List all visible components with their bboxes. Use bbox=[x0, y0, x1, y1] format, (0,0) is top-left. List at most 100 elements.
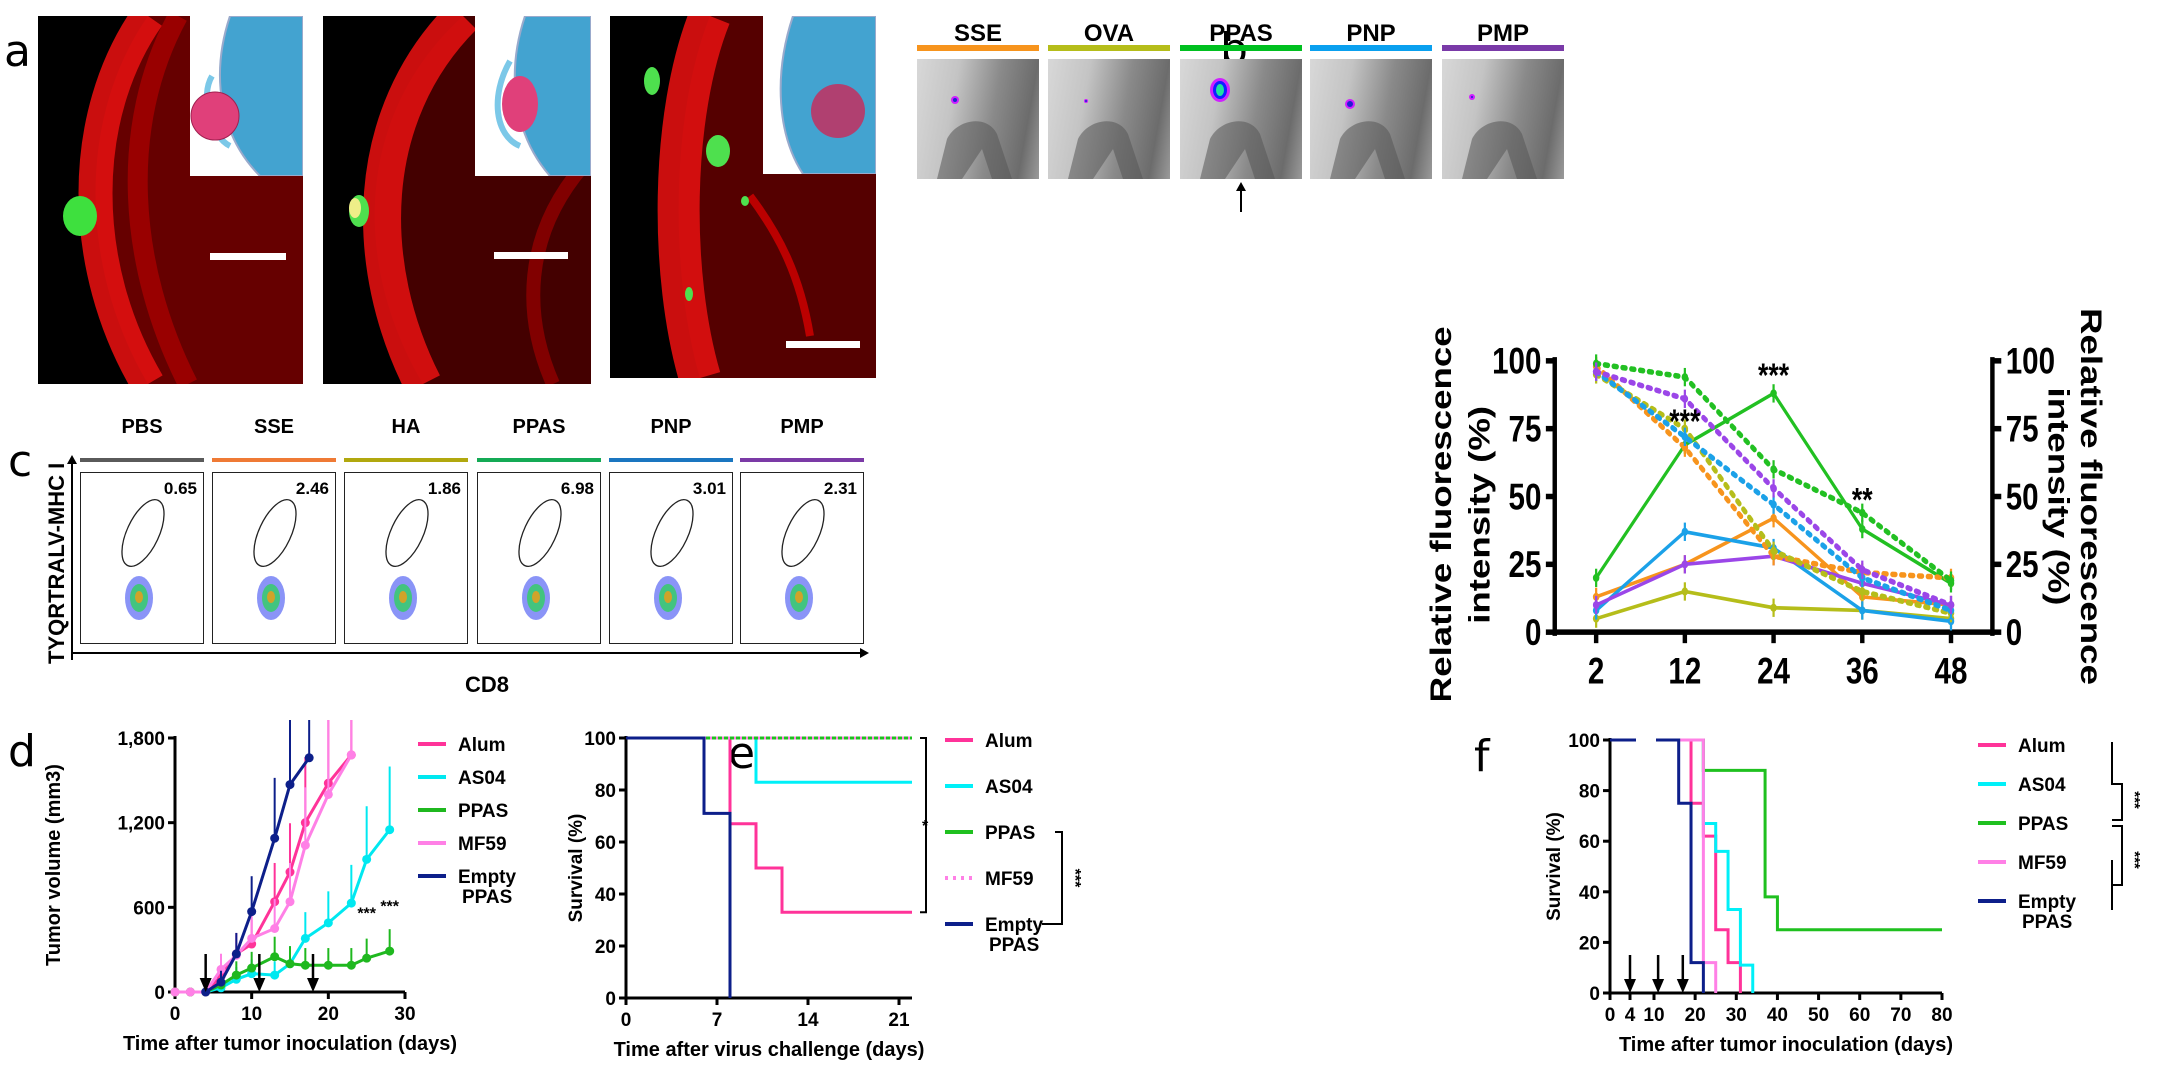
e-x-tick-label: 14 bbox=[797, 1010, 819, 1031]
panel-label-d: d bbox=[8, 726, 36, 777]
xray-bone bbox=[1068, 121, 1143, 179]
c-gate-percentage: 6.98 bbox=[560, 479, 594, 498]
c-scatter bbox=[253, 499, 297, 620]
b-xray-image bbox=[1310, 59, 1432, 179]
c-group-title-pbs: PBS bbox=[121, 416, 163, 438]
chart-e: 0 20 40 60 80 100 0 7 14 21 Survival (%) Time after… bbox=[566, 729, 1083, 1061]
f-x-tick-label: 40 bbox=[1767, 1005, 1788, 1026]
c-x-axis-label: CD8 bbox=[465, 672, 510, 697]
d-data-point bbox=[304, 753, 314, 763]
c-gate-ellipse bbox=[121, 499, 165, 567]
chart-b: 00252550507575100100212243648Time (h)Rel… bbox=[1425, 308, 2106, 700]
f-x-axis-label: Time after tumor inoculation (days) bbox=[1619, 1034, 1953, 1056]
xray-bone bbox=[1462, 121, 1537, 179]
d-x-tick-label: 10 bbox=[241, 1004, 262, 1025]
c-x-axis-arrow bbox=[860, 648, 869, 658]
d-legend-label: Alum bbox=[458, 735, 506, 756]
e-x-tick-label: 7 bbox=[712, 1010, 723, 1031]
b-data-point bbox=[1947, 601, 1955, 610]
e-survival-curve bbox=[626, 736, 732, 998]
b-significance-mark: ** bbox=[1852, 483, 1873, 519]
c-gate-ellipse bbox=[253, 499, 297, 567]
b-data-point bbox=[1859, 508, 1866, 517]
d-data-point bbox=[362, 953, 372, 963]
f-x-tick-label: 30 bbox=[1726, 1005, 1747, 1026]
e-x-tick-label: 21 bbox=[888, 1010, 910, 1031]
d-data-point bbox=[270, 970, 280, 980]
f-legend-label: Alum bbox=[2018, 736, 2066, 757]
b-data-point bbox=[1859, 587, 1866, 596]
d-data-point bbox=[346, 750, 356, 760]
b-x-tick-label: 48 bbox=[1935, 652, 1968, 693]
e-x-tick-label: 0 bbox=[621, 1010, 632, 1031]
e-y-axis-label: Survival (%) bbox=[566, 814, 587, 923]
fluorescence-spot-core bbox=[1216, 84, 1224, 96]
f-y-tick-label: 0 bbox=[1589, 984, 1600, 1005]
c-gate-ellipse bbox=[385, 499, 429, 567]
e-survival-curve bbox=[626, 736, 912, 914]
e-y-tick-label: 100 bbox=[584, 729, 616, 750]
d-y-tick-label: 1,800 bbox=[117, 729, 165, 750]
b-significance-mark: *** bbox=[1758, 358, 1789, 394]
f-significance-1: *** bbox=[2126, 791, 2143, 809]
f-arrow-head bbox=[1676, 979, 1689, 993]
e-legend-label: PPAS bbox=[989, 935, 1039, 956]
d-legend-label: MF59 bbox=[458, 834, 507, 855]
d-data-point bbox=[362, 854, 372, 864]
d-data-point bbox=[346, 898, 356, 908]
d-data-point bbox=[170, 987, 180, 997]
b-y-tick-label-left: 75 bbox=[1509, 410, 1542, 451]
chart-d: 0 600 1,200 1,800 0 10 20 30 Tumor volume (mm3) T… bbox=[43, 720, 517, 1055]
b-xray-image bbox=[917, 59, 1039, 179]
panel-label-a: a bbox=[4, 26, 31, 77]
b-arrow-head bbox=[1236, 182, 1246, 191]
b-y-axis-label-1: Relative fluorescence bbox=[1425, 326, 1458, 700]
c-group-color-bar bbox=[477, 458, 601, 462]
b-x-tick-label: 24 bbox=[1757, 652, 1790, 693]
b-data-point bbox=[1859, 606, 1866, 615]
b-y-tick-label-left: 50 bbox=[1509, 477, 1542, 518]
b-group-color-bar bbox=[1310, 45, 1432, 51]
xray-leg-shape bbox=[1462, 94, 1537, 179]
xray-bone bbox=[1200, 121, 1275, 179]
b-xray-image bbox=[1180, 59, 1302, 179]
d-data-point bbox=[300, 840, 310, 850]
d-arrow-head bbox=[307, 978, 319, 992]
d-legend-label: PPAS bbox=[462, 887, 512, 908]
b-x-tick-label: 12 bbox=[1668, 652, 1701, 693]
fluorescence-spot-core bbox=[1347, 101, 1353, 107]
d-data-point bbox=[300, 933, 310, 943]
b-data-point bbox=[1681, 443, 1689, 452]
f-y-axis-label: Survival (%) bbox=[1544, 812, 1565, 921]
d-data-point bbox=[216, 964, 226, 974]
d-arrow-head bbox=[253, 978, 266, 992]
e-legend-label: AS04 bbox=[985, 777, 1033, 798]
e-significance-1: * bbox=[922, 818, 929, 835]
e-bracket-2 bbox=[1042, 831, 1063, 925]
c-group-title-pnp: PNP bbox=[650, 416, 692, 438]
e-x-axis-label: Time after virus challenge (days) bbox=[614, 1039, 925, 1061]
d-data-point bbox=[346, 960, 356, 970]
c-group-color-bar bbox=[80, 458, 204, 462]
f-legend-label: Empty bbox=[2018, 892, 2077, 913]
b-group-title-ppas: PPAS bbox=[1209, 20, 1273, 47]
fluorescence-spot-core bbox=[1085, 100, 1087, 102]
b-data-point bbox=[1770, 389, 1777, 398]
d-legend-label: PPAS bbox=[458, 801, 508, 822]
b-data-point bbox=[1592, 601, 1600, 610]
b-y-axis-label-2: intensity (%) bbox=[1464, 406, 1497, 624]
d-data-point bbox=[285, 897, 295, 907]
d-y-axis-label: Tumor volume (mm3) bbox=[43, 764, 65, 966]
d-data-point bbox=[216, 977, 226, 987]
c-population-core bbox=[135, 591, 143, 603]
b-data-point bbox=[1770, 546, 1777, 555]
d-x-tick-label: 30 bbox=[394, 1004, 415, 1025]
f-survival-curve bbox=[1610, 738, 1755, 993]
fluorescence-spot-core bbox=[953, 98, 957, 102]
d-data-point bbox=[323, 960, 333, 970]
c-flow-plot: 2.46 bbox=[212, 472, 336, 644]
d-x-axis-label: Time after tumor inoculation (days) bbox=[123, 1033, 457, 1055]
d-y-tick-label: 600 bbox=[133, 898, 165, 919]
d-y-tick-label: 0 bbox=[154, 983, 165, 1004]
f-bracket-2 bbox=[2111, 825, 2123, 910]
